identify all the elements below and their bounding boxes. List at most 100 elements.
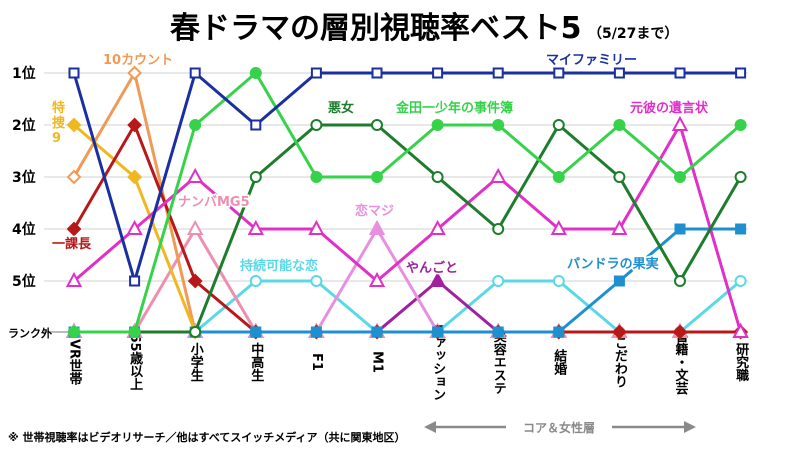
- data-point: [429, 219, 446, 235]
- data-point: [310, 171, 323, 183]
- data-point: [127, 65, 143, 81]
- series-label: 恋マジ: [355, 203, 394, 219]
- series-label: パンドラの果実: [567, 256, 659, 272]
- data-point: [674, 171, 686, 183]
- y-tick-label: ランク外: [8, 326, 52, 340]
- core-bracket: コア＆女性層: [424, 418, 696, 436]
- data-point: [127, 117, 143, 133]
- data-point: [310, 326, 322, 338]
- data-point: [128, 326, 141, 338]
- data-point: [552, 275, 565, 287]
- x-tick-label: M1: [370, 351, 385, 373]
- series-line: [74, 71, 742, 334]
- x-tick-label: 小学生: [188, 343, 204, 382]
- data-point: [189, 67, 201, 79]
- data-point: [371, 119, 383, 131]
- data-point: [734, 119, 747, 131]
- series-label: 特捜 9: [52, 100, 66, 146]
- chart-subtitle: （5/27まで）: [588, 26, 678, 42]
- data-point: [310, 67, 322, 79]
- x-tick-text: ファッション: [430, 323, 445, 401]
- x-tick-label: 中高生: [248, 342, 263, 382]
- data-point: [613, 67, 625, 79]
- series-label: 悪女: [328, 100, 354, 116]
- data-point: [431, 119, 444, 131]
- data-point: [613, 171, 626, 183]
- x-tick-text: M1: [370, 351, 385, 373]
- data-point: [674, 223, 686, 235]
- data-point: [126, 219, 143, 235]
- data-point: [187, 219, 204, 235]
- series-マイファミリー: [68, 67, 747, 287]
- data-point: [671, 115, 689, 131]
- data-point: [66, 117, 82, 133]
- data-point: [431, 171, 444, 183]
- y-tick-label: 1位: [12, 65, 36, 82]
- x-tick-text: 中高生: [248, 342, 263, 382]
- x-tick-text: 65歳以上: [127, 333, 143, 391]
- data-point: [432, 326, 444, 338]
- x-tick-text: F1: [309, 353, 324, 371]
- y-tick-label: 4位: [12, 221, 36, 238]
- series-label: 一課長: [52, 236, 92, 252]
- data-point: [310, 119, 323, 131]
- data-point: [429, 271, 446, 287]
- data-point: [490, 167, 507, 183]
- series-label: 金田一少年の事件簿: [395, 100, 513, 116]
- y-tick-label: 5位: [12, 273, 36, 290]
- data-point: [250, 119, 262, 131]
- data-point: [432, 67, 444, 79]
- x-tick-label: 研究職: [733, 343, 749, 383]
- data-point: [674, 275, 686, 287]
- x-tick-label: F1: [309, 353, 324, 371]
- data-point: [249, 275, 262, 287]
- x-tick-text: 結婚: [551, 348, 567, 376]
- data-point: [492, 326, 504, 338]
- data-point: [674, 67, 686, 79]
- data-point: [66, 221, 82, 237]
- data-point: [187, 167, 204, 183]
- y-tick-label: 3位: [12, 169, 36, 186]
- data-point: [552, 119, 565, 131]
- data-point: [613, 119, 626, 131]
- data-point: [492, 275, 505, 287]
- x-tick-text: 書籍・文芸: [673, 329, 690, 396]
- x-tick-label: こだわり: [612, 336, 628, 388]
- data-point: [735, 223, 747, 235]
- x-tick-text: 研究職: [733, 343, 749, 383]
- x-tick-label: ファッション: [430, 323, 445, 401]
- data-point: [371, 171, 383, 183]
- x-axis: VR世帯 65歳以上 小学生 中高生 F1 M1 ファッション 美容エステ 結婚 こだわり 書籍・文…: [67, 323, 749, 401]
- series-label: マイファミリー: [546, 53, 637, 68]
- series-恋マジ: [65, 219, 749, 338]
- data-point: [734, 171, 747, 183]
- data-point: [127, 169, 143, 185]
- series-line: [72, 71, 741, 283]
- data-point: [249, 171, 262, 183]
- x-tick-text: VR世帯: [67, 339, 83, 387]
- data-point: [553, 326, 565, 338]
- core-label: コア＆女性層: [523, 420, 595, 435]
- data-point: [247, 219, 264, 235]
- data-point: [187, 273, 203, 289]
- data-point: [65, 271, 83, 287]
- data-point: [613, 275, 625, 287]
- data-point: [250, 326, 262, 338]
- data-point: [189, 326, 202, 338]
- series-label: ナンバMG5: [178, 195, 250, 210]
- data-point: [189, 119, 202, 131]
- data-point: [368, 219, 386, 235]
- x-tick-text: 小学生: [188, 343, 204, 382]
- data-point: [371, 67, 383, 79]
- data-point: [249, 67, 262, 79]
- data-point: [68, 326, 80, 338]
- x-tick-label: 65歳以上: [127, 333, 143, 391]
- series-label: やんごと: [406, 260, 458, 276]
- data-point: [732, 322, 749, 338]
- data-point: [310, 275, 323, 287]
- series-label: 元彼の遺言状: [630, 100, 709, 116]
- data-point: [734, 275, 747, 287]
- data-point: [611, 219, 628, 235]
